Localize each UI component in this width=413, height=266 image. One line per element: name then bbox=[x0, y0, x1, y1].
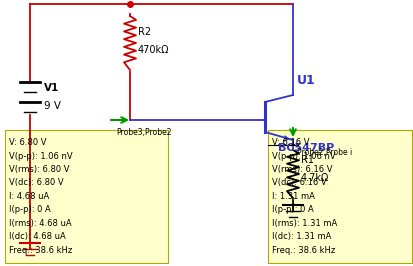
Text: I(dc): 4.68 uA: I(dc): 4.68 uA bbox=[9, 232, 66, 242]
Text: Freq.: 38.6 kHz: Freq.: 38.6 kHz bbox=[271, 246, 335, 255]
Text: Probe2,Probe i: Probe2,Probe i bbox=[296, 148, 351, 157]
Text: R2: R2 bbox=[138, 27, 151, 37]
Text: V: 6.80 V: V: 6.80 V bbox=[9, 138, 46, 147]
Text: I(p-p): 0 A: I(p-p): 0 A bbox=[9, 206, 51, 214]
Text: I(rms): 1.31 mA: I(rms): 1.31 mA bbox=[271, 219, 337, 228]
Text: 4.7kΩ: 4.7kΩ bbox=[300, 173, 329, 183]
Text: V(rms): 6.16 V: V(rms): 6.16 V bbox=[271, 165, 332, 174]
Text: I: 1.31 mA: I: 1.31 mA bbox=[271, 192, 314, 201]
Text: V(dc): 6.16 V: V(dc): 6.16 V bbox=[271, 178, 326, 188]
Text: I(dc): 1.31 mA: I(dc): 1.31 mA bbox=[271, 232, 330, 242]
Bar bbox=[267, 130, 411, 263]
Text: V: 6.16 V: V: 6.16 V bbox=[271, 138, 309, 147]
Text: BC547BP: BC547BP bbox=[277, 143, 333, 153]
Bar bbox=[5, 130, 168, 263]
Text: V(dc): 6.80 V: V(dc): 6.80 V bbox=[9, 178, 64, 188]
Text: V1: V1 bbox=[44, 83, 59, 93]
Text: R1: R1 bbox=[300, 155, 313, 165]
Text: Probe3,Probe2: Probe3,Probe2 bbox=[116, 128, 171, 137]
Text: I: 4.68 uA: I: 4.68 uA bbox=[9, 192, 49, 201]
Text: Freq.: 38.6 kHz: Freq.: 38.6 kHz bbox=[9, 246, 72, 255]
Text: 470kΩ: 470kΩ bbox=[138, 45, 169, 55]
Text: U1: U1 bbox=[296, 73, 315, 86]
Text: V(rms): 6.80 V: V(rms): 6.80 V bbox=[9, 165, 69, 174]
Text: I(rms): 4.68 uA: I(rms): 4.68 uA bbox=[9, 219, 71, 228]
Text: V(p-p): 1.06 nV: V(p-p): 1.06 nV bbox=[9, 152, 72, 160]
Text: V(p-p): 1.06 nV: V(p-p): 1.06 nV bbox=[271, 152, 335, 160]
Text: I(p-p): 0 A: I(p-p): 0 A bbox=[271, 206, 313, 214]
Text: 9 V: 9 V bbox=[44, 101, 61, 111]
